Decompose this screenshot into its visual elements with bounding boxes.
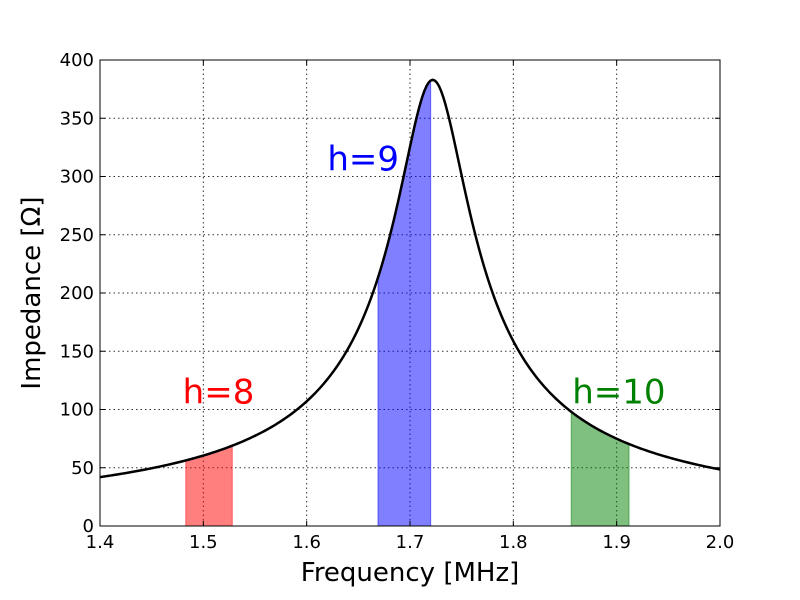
y-tick-label: 150 [60, 341, 94, 362]
y-tick-label: 350 [60, 108, 94, 129]
band-label-h-9: h=9 [327, 140, 399, 180]
impedance-curve-layer [100, 78, 720, 479]
y-axis-label: Impedance [Ω] [17, 196, 47, 389]
x-tick-label: 1.5 [189, 532, 218, 553]
impedance-curve [100, 78, 720, 479]
x-tick-label: 1.9 [602, 532, 631, 553]
band-label-h-8: h=8 [183, 373, 255, 413]
x-tick-label: 2.0 [706, 532, 735, 553]
x-tick-label: 1.8 [499, 532, 528, 553]
band-label-h-10: h=10 [572, 373, 665, 413]
y-tick-label: 200 [60, 283, 94, 304]
y-tick-label: 400 [60, 50, 94, 71]
y-tick-label: 100 [60, 400, 94, 421]
y-tick-label: 50 [71, 458, 94, 479]
x-axis-label: Frequency [MHz] [301, 558, 520, 588]
x-tick-label: 1.6 [292, 532, 321, 553]
y-tick-label: 250 [60, 225, 94, 246]
y-tick-label: 300 [60, 167, 94, 188]
x-tick-label: 1.7 [396, 532, 425, 553]
band-annotations: h=8 h=9 h=10 [183, 140, 666, 413]
axis-ticks: 1.4 1.5 1.6 1.7 1.8 1.9 2.0 0 50 100 150 200 250 300 3… [60, 50, 735, 553]
x-tick-label: 1.4 [86, 532, 115, 553]
y-tick-label: 0 [83, 516, 94, 537]
